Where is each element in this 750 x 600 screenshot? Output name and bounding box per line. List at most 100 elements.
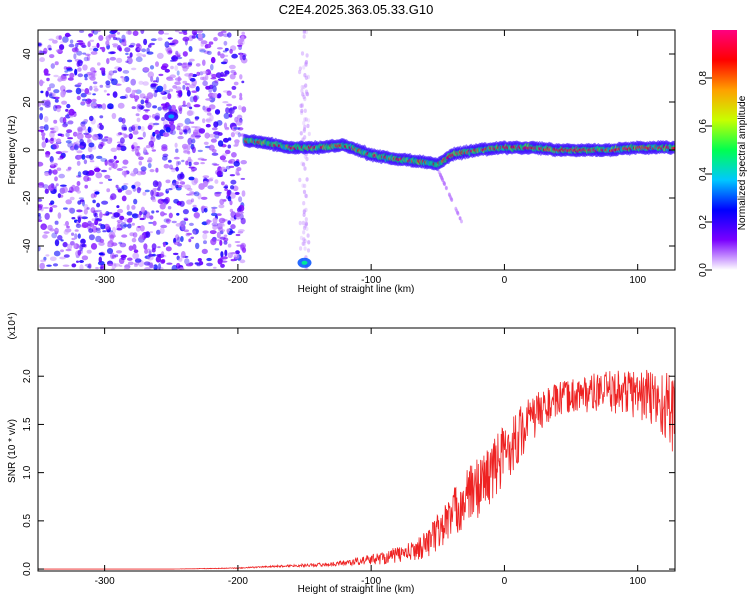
noise-cell	[107, 263, 113, 266]
noise-cell	[81, 222, 89, 228]
noise-cell	[206, 257, 212, 262]
noise-cell	[240, 160, 247, 165]
noise-cell	[201, 248, 208, 255]
noise-cell	[92, 133, 99, 141]
noise-cell	[148, 221, 154, 224]
noise-cell	[112, 43, 119, 46]
noise-cell	[106, 58, 110, 65]
noise-cell	[193, 129, 198, 136]
noise-streak-cell	[302, 30, 307, 34]
noise-cell	[123, 224, 129, 228]
noise-streak-cell	[306, 74, 310, 80]
noise-cell	[116, 168, 124, 171]
noise-cell	[224, 149, 231, 155]
noise-cell	[197, 33, 203, 39]
noise-cell	[121, 195, 127, 202]
noise-cell	[105, 80, 111, 86]
noise-cell	[43, 206, 50, 209]
noise-cell	[149, 262, 154, 269]
noise-cell	[96, 42, 100, 49]
noise-cell	[51, 205, 58, 208]
noise-cell	[137, 213, 142, 218]
noise-cell	[95, 266, 99, 270]
noise-cell	[50, 63, 55, 69]
noise-cell	[57, 133, 63, 136]
noise-cell	[213, 266, 217, 269]
noise-cell	[57, 212, 62, 219]
noise-cell	[52, 263, 59, 267]
noise-cell	[123, 133, 128, 139]
noise-cell	[157, 37, 163, 41]
noise-cell	[237, 44, 243, 47]
noise-cell	[62, 36, 69, 43]
noise-cell	[188, 238, 192, 243]
noise-cell	[38, 213, 41, 217]
noise-cell	[188, 176, 195, 181]
noise-cell	[172, 179, 177, 186]
noise-cell	[202, 175, 210, 179]
noise-cell	[95, 227, 101, 231]
noise-cell	[136, 117, 141, 123]
noise-cell	[128, 133, 133, 140]
noise-cell	[90, 51, 98, 55]
noise-cell	[188, 161, 192, 167]
noise-cell	[43, 68, 49, 75]
noise-cell	[182, 252, 186, 256]
figure-title: C2E4.2025.363.05.33.G10	[279, 2, 434, 17]
noise-cell	[229, 200, 233, 206]
noise-cell	[128, 126, 133, 133]
noise-cell	[183, 150, 190, 154]
noise-cell	[50, 130, 57, 134]
noise-cell	[189, 96, 195, 103]
noise-cell	[67, 137, 74, 140]
noise-cell	[144, 266, 151, 270]
noise-cell	[47, 87, 51, 91]
noise-cell	[65, 220, 69, 227]
noise-cell	[214, 134, 220, 139]
noise-cell	[117, 221, 121, 229]
noise-cell	[148, 44, 152, 48]
noise-cell	[220, 229, 226, 232]
noise-streak-cell	[302, 230, 306, 235]
noise-cell	[60, 74, 67, 82]
noise-cell	[192, 204, 197, 208]
noise-cell	[218, 217, 226, 224]
noise-cell	[71, 47, 79, 53]
noise-cell	[134, 262, 139, 266]
noise-cell	[228, 107, 235, 115]
noise-cell	[217, 140, 224, 147]
noise-cell	[92, 210, 98, 214]
noise-cell	[141, 48, 147, 53]
noise-cell	[165, 218, 171, 224]
noise-cell	[170, 182, 177, 190]
noise-cell	[90, 71, 96, 79]
noise-cell	[220, 166, 227, 172]
noise-cell	[156, 229, 161, 235]
noise-cell	[223, 186, 228, 189]
noise-cell	[200, 76, 205, 81]
noise-cell	[104, 159, 108, 166]
noise-cell	[45, 91, 49, 98]
noise-cell	[153, 122, 160, 126]
noise-streak-cell	[298, 177, 302, 183]
noise-cell	[121, 166, 128, 169]
noise-cell	[193, 191, 200, 197]
noise-streak-cell	[303, 246, 307, 251]
noise-cell	[91, 45, 97, 48]
noise-cell	[62, 73, 70, 76]
noise-cell	[211, 73, 218, 78]
noise-cell	[185, 263, 193, 267]
noise-cell	[48, 168, 52, 176]
noise-cell	[83, 159, 88, 165]
noise-cell	[218, 204, 225, 209]
noise-cell	[227, 137, 232, 141]
noise-cell	[213, 37, 218, 42]
noise-streak-cell	[302, 208, 306, 213]
noise-cell	[75, 223, 82, 228]
noise-cell	[195, 63, 201, 67]
noise-cell	[175, 52, 181, 55]
noise-cell	[150, 83, 157, 88]
noise-cell	[125, 189, 133, 195]
noise-cell	[223, 40, 228, 46]
noise-cell	[202, 59, 206, 66]
